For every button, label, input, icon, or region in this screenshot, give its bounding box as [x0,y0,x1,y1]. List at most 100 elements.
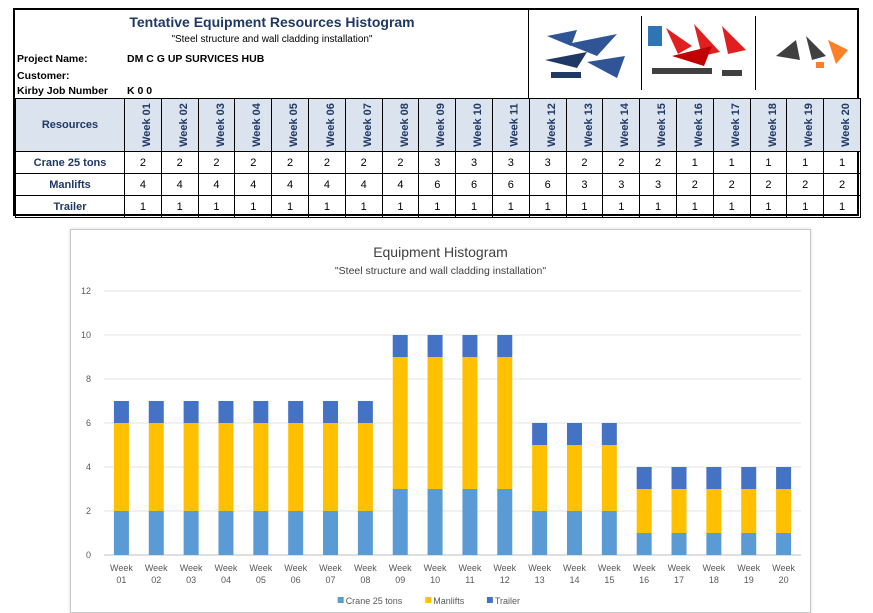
bar-segment [253,401,269,423]
resource-count-cell: 1 [234,195,273,218]
bar-segment [566,423,582,445]
sheet-header: Tentative Equipment Resources Histogram … [15,10,529,98]
resource-count-cell: 6 [418,173,457,196]
resource-count-cell: 1 [786,151,825,174]
resource-count-cell: 6 [491,173,530,196]
resource-count-cell: 6 [528,173,567,196]
bar-segment [671,489,687,533]
week-header-label: Week 03 [214,103,227,147]
x-tick-label: Week [459,563,482,573]
bar-segment [532,445,548,511]
bar-segment [288,511,304,555]
table-header-row: Resources Week 01 Week 02 Week 03 Week 04 Wee… [15,98,861,152]
resources-table: Resources Week 01 Week 02 Week 03 Week 04 Wee… [15,98,861,218]
week-header-label: Week 16 [692,103,705,147]
week-header: Week 13 [565,98,604,152]
x-tick-label: 02 [151,575,161,585]
x-tick-label: 12 [500,575,510,585]
resource-count-cell: 2 [712,173,751,196]
x-tick-label: Week [702,563,725,573]
week-header-label: Week 14 [619,103,632,147]
bar-segment [323,511,339,555]
bar-segment [113,511,129,555]
bar-segment [392,489,408,555]
resource-name: Trailer [15,195,125,218]
resource-count-cell: 4 [344,173,383,196]
bar-segment [776,489,792,533]
bar-segment [323,401,339,423]
week-header: Week 16 [675,98,714,152]
x-tick-label: 14 [569,575,579,585]
week-header-label: Week 09 [435,103,448,147]
x-tick-label: Week [772,563,795,573]
resource-count-cell: 1 [271,195,309,218]
week-header-label: Week 04 [251,103,264,147]
x-tick-label: Week [180,563,203,573]
week-header-label: Week 01 [140,103,153,147]
resource-count-cell: 1 [381,195,420,218]
resource-count-cell: 2 [234,151,273,174]
week-header-label: Week 18 [766,103,779,147]
x-tick-label: Week [528,563,551,573]
week-header: Week 18 [749,98,788,152]
week-header: Week 07 [344,98,383,152]
x-tick-label: 06 [291,575,301,585]
resource-count-cell: 2 [307,151,346,174]
resource-count-cell: 1 [749,195,788,218]
bar-segment [497,489,513,555]
resource-count-cell: 2 [344,151,383,174]
resource-count-cell: 4 [197,173,236,196]
resource-count-cell: 2 [823,173,861,196]
resource-count-cell: 3 [602,173,641,196]
week-header: Week 08 [381,98,420,152]
bar-segment [741,533,757,555]
x-tick-label: Week [215,563,238,573]
resource-count-cell: 3 [528,151,567,174]
x-tick-label: Week [319,563,342,573]
x-tick-label: Week [354,563,377,573]
y-tick-label: 8 [86,374,91,384]
resource-count-cell: 6 [455,173,493,196]
x-tick-label: 17 [674,575,684,585]
resource-count-cell: 3 [455,151,493,174]
week-header-label: Week 17 [729,103,742,147]
week-header: Week 14 [602,98,641,152]
week-header: Week 10 [455,98,493,152]
y-tick-label: 2 [86,506,91,516]
x-tick-label: Week [598,563,621,573]
resource-count-cell: 1 [675,151,714,174]
resource-count-cell: 2 [271,151,309,174]
resource-count-cell: 1 [124,195,162,218]
project-name-value: DM C G UP SURVICES HUB [127,53,265,65]
bar-segment [148,423,164,511]
resource-count-cell: 4 [307,173,346,196]
week-header: Week 09 [418,98,457,152]
legend-swatch [425,597,432,603]
resource-count-cell: 1 [418,195,457,218]
resource-count-cell: 2 [602,151,641,174]
week-header-label: Week 08 [398,103,411,147]
week-header-label: Week 02 [177,103,190,147]
resource-count-cell: 1 [197,195,236,218]
company-logo-3 [755,16,856,90]
bar-segment [392,335,408,357]
bar-segment [427,335,443,357]
resource-count-cell: 3 [565,173,604,196]
resource-name: Manlifts [15,173,125,196]
bar-segment [601,511,617,555]
resource-count-cell: 3 [418,151,457,174]
resource-count-cell: 1 [639,195,677,218]
x-tick-label: Week [284,563,307,573]
week-header: Week 06 [307,98,346,152]
bar-segment [183,401,199,423]
week-header: Week 11 [491,98,530,152]
resource-count-cell: 1 [565,195,604,218]
job-number-value: K 0 0 [127,85,153,97]
x-tick-label: 08 [360,575,370,585]
x-tick-label: 20 [779,575,789,585]
resource-count-cell: 2 [675,173,714,196]
x-tick-label: 04 [221,575,231,585]
resource-count-cell: 2 [749,173,788,196]
bar-segment [636,467,652,489]
resources-header: Resources [15,98,125,152]
